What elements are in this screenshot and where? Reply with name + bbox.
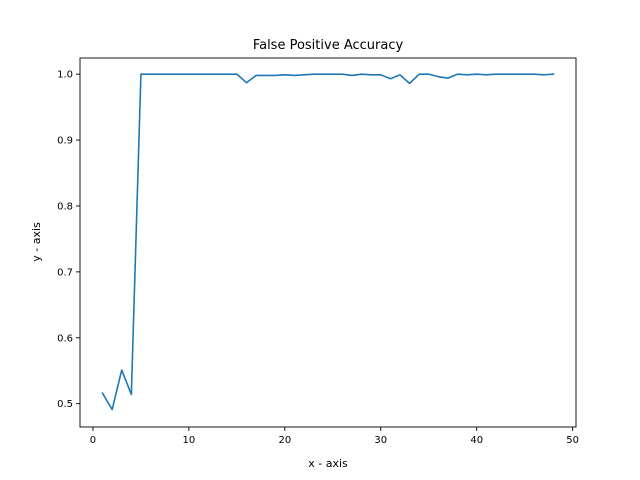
x-tick-label: 0	[90, 435, 96, 446]
x-axis-ticks: 0 10 20 30 40 50	[90, 427, 579, 446]
y-tick-label: 0.5	[57, 399, 73, 410]
y-tick-label: 1.0	[57, 70, 73, 81]
y-axis-ticks: 0.5 0.6 0.7 0.8 0.9 1.0	[57, 70, 80, 410]
y-tick-label: 0.6	[57, 333, 73, 344]
x-tick-label: 10	[183, 435, 196, 446]
series-line-0	[101, 73, 555, 411]
x-tick-label: 30	[374, 435, 387, 446]
y-axis-label: y - axis	[30, 222, 43, 262]
y-tick-label: 0.9	[57, 136, 73, 147]
plot-area	[79, 57, 577, 428]
y-tick-label: 0.7	[57, 267, 73, 278]
x-tick-label: 20	[278, 435, 291, 446]
chart-title: False Positive Accuracy	[253, 38, 404, 53]
axes-frame	[79, 57, 577, 428]
x-tick-label: 50	[566, 435, 579, 446]
x-axis-label: x - axis	[308, 457, 348, 470]
x-tick-label: 40	[470, 435, 483, 446]
y-tick-label: 0.8	[57, 201, 73, 212]
